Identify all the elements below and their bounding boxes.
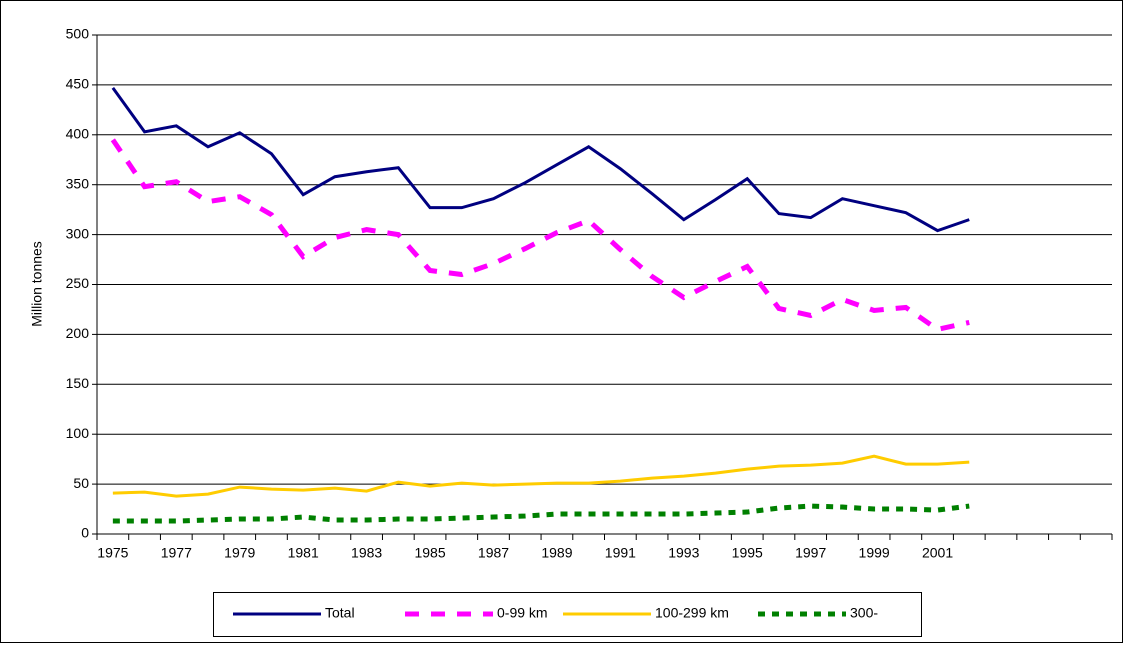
y-tick-label: 100: [66, 425, 90, 441]
y-tick-label: 150: [66, 375, 90, 391]
x-tick-label: 1989: [541, 545, 572, 561]
x-tick-label: 1985: [414, 545, 445, 561]
x-tick-label: 1975: [97, 545, 128, 561]
x-tick-label: 1993: [668, 545, 699, 561]
x-tick-label: 2001: [922, 545, 953, 561]
y-tick-label: 450: [66, 76, 90, 92]
x-tick-label: 1977: [161, 545, 192, 561]
x-tick-label: 1981: [288, 545, 319, 561]
x-tick-label: 1983: [351, 545, 382, 561]
y-tick-label: 0: [81, 525, 89, 541]
series-line: [110, 138, 970, 333]
x-tick-label: 1987: [478, 545, 509, 561]
series-line: [112, 454, 970, 498]
y-tick-label: 400: [66, 126, 90, 142]
y-axis-label: Million tonnes: [29, 241, 45, 327]
x-tick-label: 1979: [224, 545, 255, 561]
y-tick-label: 300: [66, 225, 90, 241]
y-tick-label: 500: [66, 26, 90, 42]
legend-label: 300-: [850, 605, 878, 621]
legend-label: 100-299 km: [655, 605, 729, 621]
x-tick-label: 1991: [605, 545, 636, 561]
y-tick-label: 350: [66, 175, 90, 191]
y-tick-label: 250: [66, 275, 90, 291]
x-tick-label: 1997: [795, 545, 826, 561]
series-line: [111, 87, 970, 233]
x-tick-label: 1999: [859, 545, 890, 561]
legend-label: 0-99 km: [497, 605, 548, 621]
x-tick-label: 1995: [732, 545, 763, 561]
legend-label: Total: [325, 605, 355, 621]
y-tick-label: 200: [66, 325, 90, 341]
series-line: [112, 503, 970, 524]
y-tick-label: 50: [73, 475, 89, 491]
